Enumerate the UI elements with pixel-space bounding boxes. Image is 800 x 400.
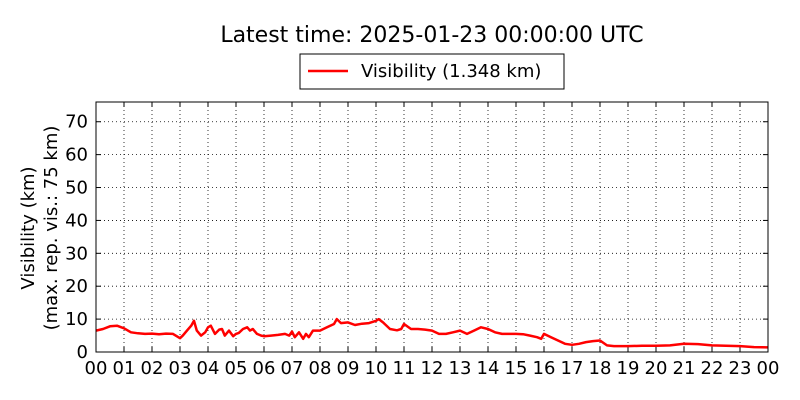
y-tick-label: 50 — [65, 178, 88, 199]
x-tick-label: 05 — [225, 358, 248, 379]
x-tick-label: 22 — [701, 358, 724, 379]
x-tick-label: 06 — [253, 358, 276, 379]
x-tick-label: 12 — [421, 358, 444, 379]
x-tick-label: 16 — [533, 358, 556, 379]
x-tick-label: 13 — [449, 358, 472, 379]
x-tick-label: 04 — [197, 358, 220, 379]
legend-label: Visibility (1.348 km) — [361, 61, 541, 82]
y-axis-label: Visibility (km) (max. rep. vis.: 75 km) — [18, 126, 62, 331]
x-tick-label: 17 — [561, 358, 584, 379]
y-tick-label: 30 — [65, 243, 88, 264]
y-tick-label: 0 — [77, 342, 88, 363]
x-tick-label: 20 — [645, 358, 668, 379]
y-axis-label-line2: (max. rep. vis.: 75 km) — [41, 126, 62, 331]
legend: Visibility (1.348 km) — [299, 53, 565, 90]
x-tick-label: 07 — [281, 358, 304, 379]
series-layer — [95, 317, 769, 349]
y-tick-label: 60 — [65, 145, 88, 166]
x-tick-label: 21 — [673, 358, 696, 379]
x-tick-label: 09 — [337, 358, 360, 379]
chart-title: Latest time: 2025-01-23 00:00:00 UTC — [220, 23, 643, 48]
x-tick-label: 18 — [589, 358, 612, 379]
y-tick-label: 20 — [65, 276, 88, 297]
y-tick-labels: 0 10 20 30 40 50 60 70 — [65, 112, 88, 363]
x-tick-label: 23 — [729, 358, 752, 379]
x-tick-label: 02 — [141, 358, 164, 379]
x-tick-labels: 00 01 02 03 04 05 06 07 08 09 10 11 12 13 14 15 16 17 18 19… — [85, 358, 780, 379]
x-tick-label: 10 — [365, 358, 388, 379]
series-line-visibility — [95, 317, 769, 349]
x-tick-label: 01 — [113, 358, 136, 379]
x-tick-label: 19 — [617, 358, 640, 379]
y-tick-label: 70 — [65, 112, 88, 133]
plot-area-frame — [95, 101, 769, 353]
x-tick-label: 00 — [85, 358, 108, 379]
x-tick-label: 00 — [757, 358, 780, 379]
x-tick-label: 15 — [505, 358, 528, 379]
x-tick-label: 14 — [477, 358, 500, 379]
y-tick-label: 40 — [65, 210, 88, 231]
x-tick-label: 08 — [309, 358, 332, 379]
y-axis-label-line1: Visibility (km) — [18, 166, 39, 289]
x-tick-label: 03 — [169, 358, 192, 379]
gridlines — [96, 102, 768, 352]
y-tick-label: 10 — [65, 309, 88, 330]
x-tick-label: 11 — [393, 358, 416, 379]
